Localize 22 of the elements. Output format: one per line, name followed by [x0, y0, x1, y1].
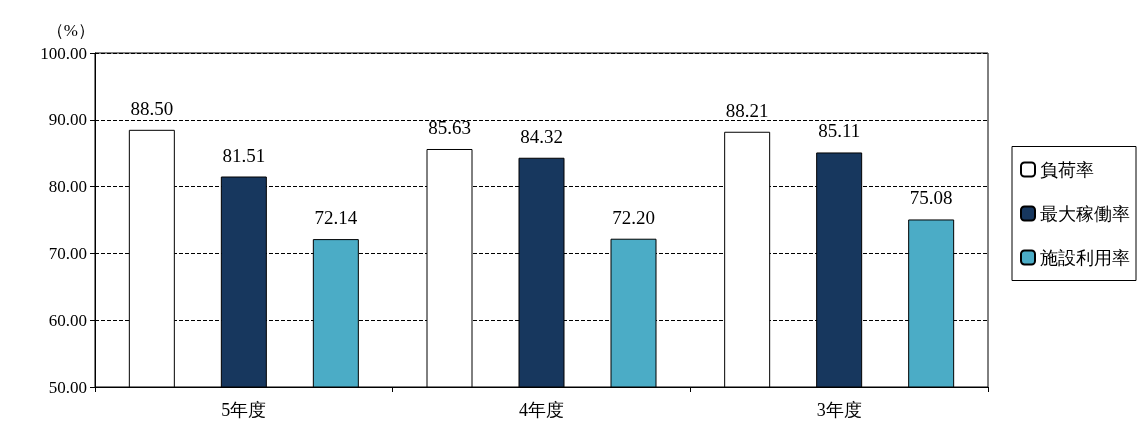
y-tick-label: 100.00: [40, 43, 87, 63]
y-tick-label: 90.00: [48, 110, 87, 130]
y-tick-label: 60.00: [48, 310, 87, 330]
data-label: 85.63: [428, 116, 471, 138]
legend-label: 負荷率: [1040, 159, 1094, 180]
data-label: 72.20: [612, 206, 655, 228]
y-axis-title: （%）: [46, 21, 95, 40]
legend-label: 最大稼働率: [1040, 203, 1130, 224]
data-label: 85.11: [818, 120, 861, 142]
y-tick-label: 70.00: [48, 243, 87, 263]
data-label: 84.32: [520, 125, 563, 147]
y-tick-label: 80.00: [48, 177, 87, 197]
data-label: 81.51: [222, 144, 266, 166]
x-tick-label: 4年度: [519, 400, 564, 420]
y-tick-label: 50.00: [48, 377, 87, 397]
data-label: 88.21: [725, 99, 769, 121]
x-tick-label: 5年度: [221, 400, 267, 420]
x-tick-label: 3年度: [816, 400, 862, 420]
data-label: 75.08: [909, 187, 953, 209]
data-label: 72.14: [314, 207, 358, 229]
data-label: 88.50: [130, 97, 174, 119]
legend-label: 施設利用率: [1040, 247, 1130, 268]
